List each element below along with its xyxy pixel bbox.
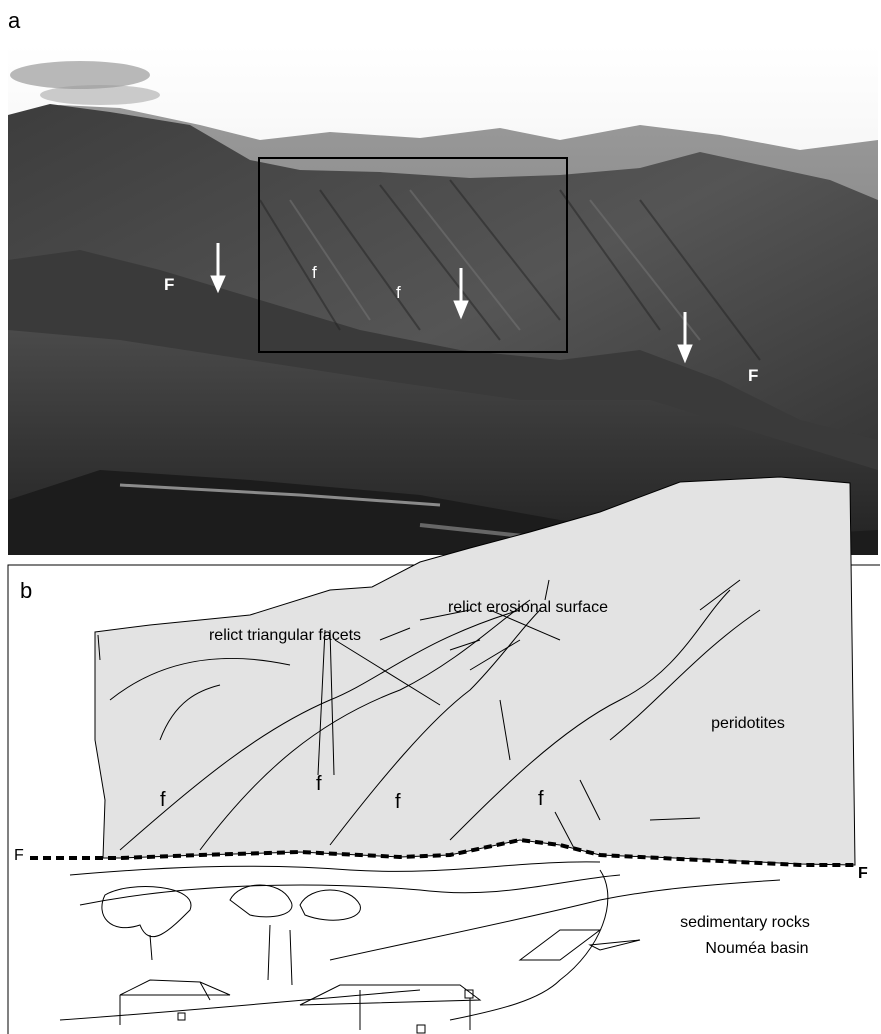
page: a F f f F b W E (0, 0, 881, 1034)
rock-label: peridotites (711, 715, 785, 732)
rock-label: sedimentary rocks (680, 914, 810, 931)
fault-mark: F (858, 865, 868, 882)
facet-mark: f (395, 791, 401, 813)
fault-mark: F (14, 847, 24, 864)
photo-annotation: F (164, 275, 174, 294)
photo-annotation: f (312, 263, 317, 282)
sedimentary-sketch (60, 862, 780, 1033)
annotation: relict triangular facets (209, 627, 361, 644)
annotation: relict erosional surface (448, 599, 608, 616)
facet-mark: f (316, 773, 322, 795)
panel-label: b (20, 578, 32, 603)
photo-annotation: F (748, 366, 758, 385)
rock-label: Nouméa basin (705, 940, 808, 957)
facet-mark: f (160, 789, 166, 811)
panel-label: a (8, 8, 21, 33)
facet-mark: f (538, 788, 544, 810)
photo-annotation: f (396, 283, 401, 302)
figure: a F f f F b W E (0, 0, 881, 1034)
